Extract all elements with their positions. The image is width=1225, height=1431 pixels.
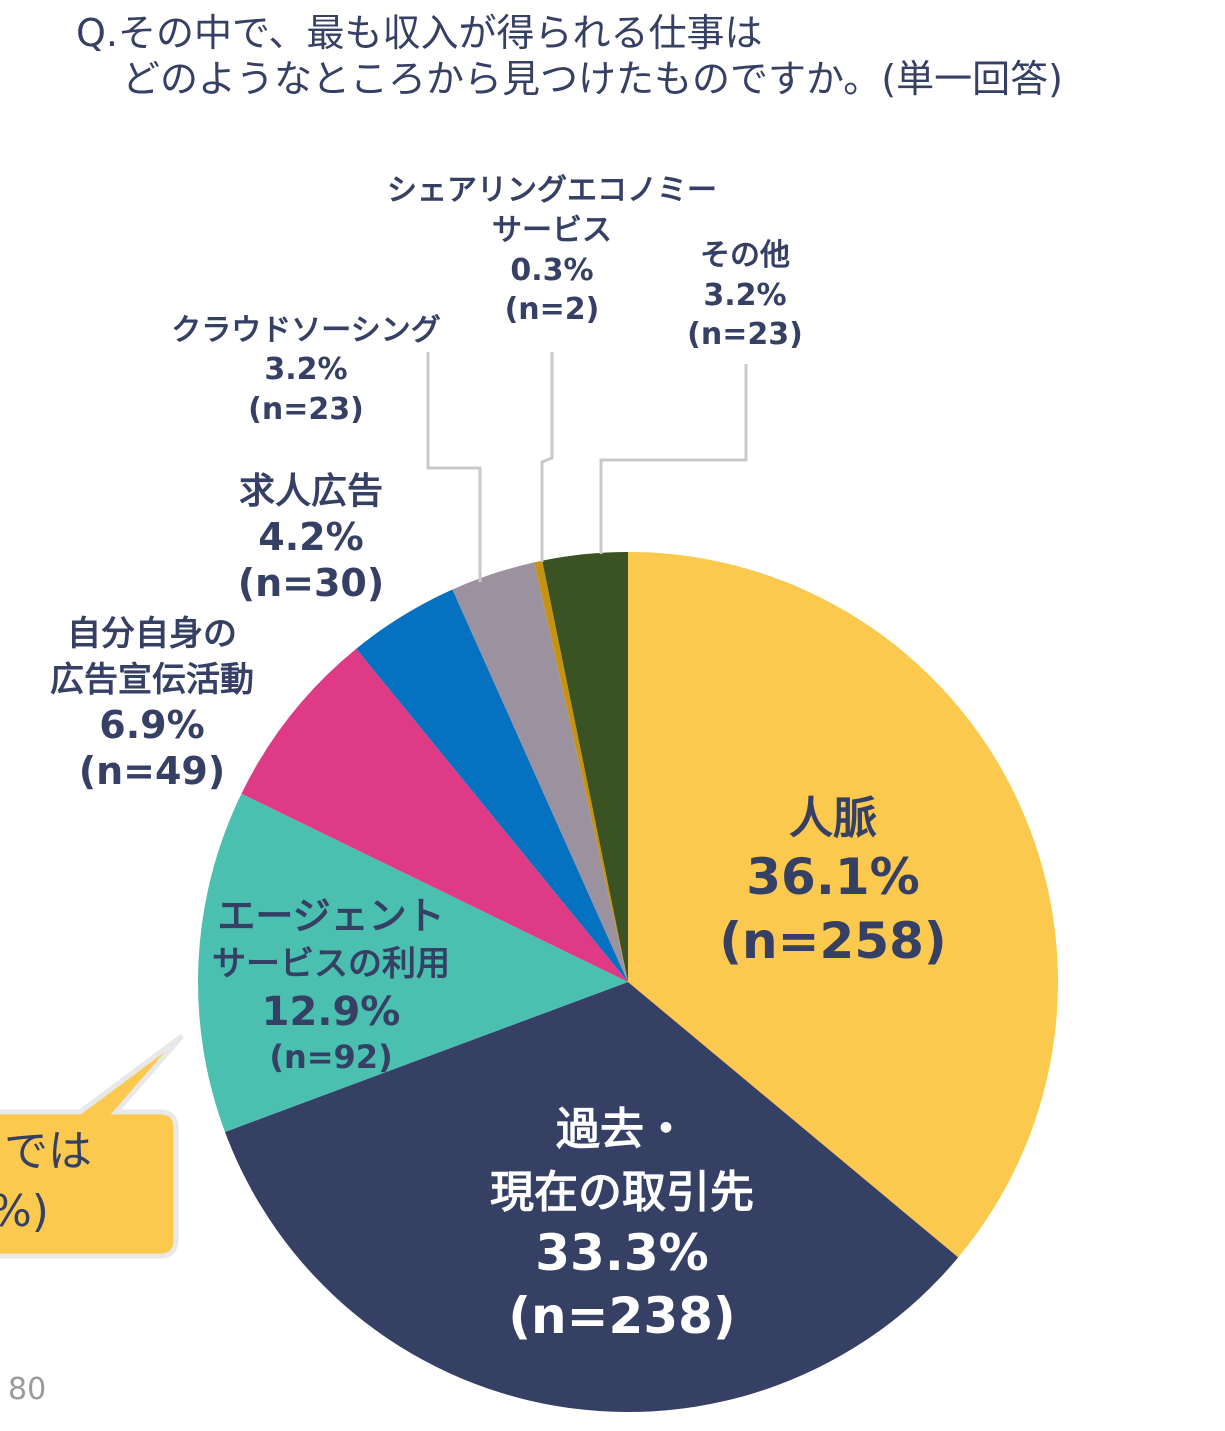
label-job-ads-percent: 4.2%: [258, 515, 363, 559]
label-sharing-economy-line-2: サービス: [492, 213, 612, 248]
pie-slice-crowdsourcing: [452, 562, 628, 982]
callout-bubble: では %): [0, 1033, 184, 1259]
pie-slice-agent: [197, 793, 628, 1132]
label-jinmyaku-percent: 36.1%: [746, 848, 919, 906]
label-crowdsourcing-n: (n=23): [248, 392, 364, 427]
label-sharing-economy: シェアリングエコノミー サービス 0.3% (n=2): [387, 173, 717, 327]
label-sharing-economy-line-1: シェアリングエコノミー: [387, 173, 717, 208]
question-title: Q.その中で、最も収入が得られる仕事は どのようなところから見つけたものですか。…: [76, 10, 1063, 102]
label-self-promotion-n: (n=49): [79, 749, 226, 793]
question-line-2: どのようなところから見つけたものですか。(単一回答): [122, 57, 1063, 101]
pie-slice-other: [542, 552, 628, 982]
label-self-promotion-line-2: 広告宣伝活動: [50, 660, 254, 700]
label-other-n: (n=23): [687, 317, 803, 352]
label-other: その他 3.2% (n=23): [687, 238, 803, 352]
pie-slices: [197, 552, 1058, 1413]
label-torihikisaki-line-2: 現在の取引先: [490, 1167, 754, 1218]
leader-line-crowdsourcing: [426, 352, 482, 582]
pie-slice-sharing-economy: [534, 560, 628, 982]
label-job-ads-name: 求人広告: [239, 471, 383, 512]
label-crowdsourcing-name: クラウドソーシング: [171, 313, 440, 348]
label-agent-line-1: エージェント: [217, 894, 444, 938]
question-line-1: Q.その中で、最も収入が得られる仕事は: [76, 11, 763, 55]
label-jinmyaku: 人脈 36.1% (n=258): [719, 793, 947, 970]
label-torihikisaki: 過去・ 現在の取引先 33.3% (n=238): [490, 1104, 754, 1345]
leader-lines: [426, 352, 748, 582]
label-job-ads: 求人広告 4.2% (n=30): [238, 471, 385, 605]
label-self-promotion-line-1: 自分自身の: [67, 614, 237, 654]
label-self-promotion: 自分自身の 広告宣伝活動 6.9% (n=49): [50, 614, 254, 793]
label-torihikisaki-line-1: 過去・: [556, 1104, 688, 1155]
pie-slice-jinmyaku: [628, 552, 1058, 1258]
label-agent-n: (n=92): [269, 1038, 392, 1076]
page-number: 80: [8, 1372, 47, 1407]
leader-line-sharing-economy: [540, 352, 554, 562]
label-jinmyaku-name: 人脈: [789, 793, 877, 844]
label-other-percent: 3.2%: [703, 278, 786, 313]
label-torihikisaki-percent: 33.3%: [535, 1224, 708, 1282]
label-torihikisaki-n: (n=238): [508, 1287, 736, 1345]
callout-text-line-2: %): [0, 1186, 49, 1237]
label-crowdsourcing-percent: 3.2%: [264, 352, 347, 387]
label-jinmyaku-n: (n=258): [719, 912, 947, 970]
pie-slice-self-promotion: [241, 648, 628, 982]
label-other-name: その他: [700, 238, 790, 273]
label-agent-line-2: サービスの利用: [212, 944, 450, 984]
label-job-ads-n: (n=30): [238, 561, 385, 605]
callout-text-line-1: では: [4, 1126, 92, 1177]
label-sharing-economy-n: (n=2): [505, 292, 600, 327]
pie-slice-torihikisaki: [224, 982, 959, 1413]
pie-slice-job-ads: [356, 589, 628, 982]
label-self-promotion-percent: 6.9%: [99, 703, 204, 747]
label-agent-percent: 12.9%: [262, 989, 401, 1035]
callout-shape: [0, 1033, 184, 1259]
label-crowdsourcing: クラウドソーシング 3.2% (n=23): [171, 313, 440, 427]
leader-line-other: [599, 364, 748, 554]
label-sharing-economy-percent: 0.3%: [510, 253, 593, 288]
label-agent: エージェント サービスの利用 12.9% (n=92): [212, 894, 450, 1076]
